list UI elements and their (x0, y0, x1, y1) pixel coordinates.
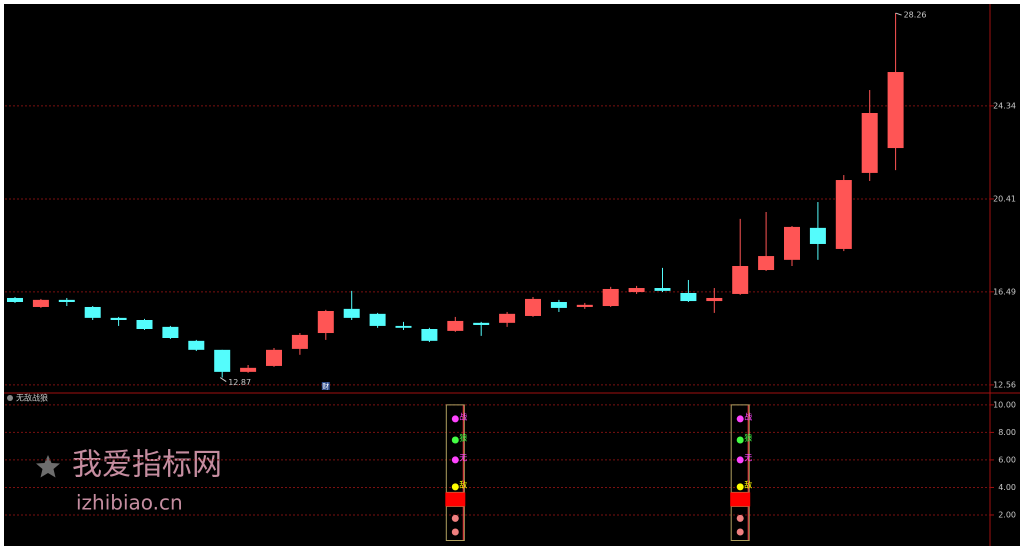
signal-label: 战 (744, 411, 752, 421)
signal-label: 无 (744, 453, 752, 462)
signal-marker (736, 436, 744, 444)
candle-body (628, 288, 645, 293)
candle-body (110, 317, 127, 320)
signal-marker (451, 483, 459, 491)
signal-label: 战 (459, 411, 467, 421)
candle-body (525, 298, 541, 316)
candle-body (369, 313, 386, 326)
y-tick-label: 24.34 (993, 101, 1016, 110)
high-pointer (895, 12, 902, 16)
candle-body (706, 297, 723, 302)
y-tick-label: 16.49 (993, 287, 1016, 296)
candle-body (680, 293, 697, 302)
candle-body (654, 288, 671, 291)
signal-marker (451, 436, 459, 444)
signal-bar (445, 492, 466, 507)
marker-label: 财 (322, 382, 329, 391)
candle-body (395, 325, 412, 328)
y-tick-label: 4.00 (998, 483, 1016, 492)
watermark-star (36, 455, 60, 478)
y-tick-label: 20.41 (993, 194, 1016, 203)
indicator-title: 无敌战狼 (16, 393, 48, 403)
y-tick-label: 12.56 (993, 380, 1016, 389)
low-label: 12.87 (228, 378, 251, 387)
candle-body (550, 302, 567, 308)
candle-body (317, 311, 334, 334)
candle-body (861, 113, 878, 173)
signal-marker (736, 415, 744, 423)
candle-body (188, 340, 205, 350)
candle-body (784, 226, 800, 260)
indicator-icon (7, 395, 13, 401)
candle-body (162, 326, 179, 338)
candle-body (447, 320, 464, 331)
y-tick-label: 6.00 (998, 455, 1016, 464)
watermark-url: izhibiao.cn (76, 491, 183, 515)
candle-body (732, 266, 749, 294)
high-label: 28.26 (904, 11, 927, 20)
candle-body (136, 320, 153, 329)
marker-badge (321, 382, 330, 390)
candle-body (7, 297, 23, 302)
watermark-title: 我爱指标网 (72, 448, 222, 483)
candle-body (758, 256, 775, 271)
candle-body (266, 349, 282, 366)
low-pointer (219, 377, 227, 382)
signal-marker (451, 456, 459, 464)
candle-body (473, 322, 490, 325)
signal-label: 狼 (744, 432, 752, 442)
signal-ball (736, 528, 744, 536)
y-tick-label: 8.00 (998, 428, 1016, 437)
candle-body (421, 329, 438, 341)
candle-body (602, 288, 619, 307)
candle-body (887, 72, 904, 149)
candle-body (343, 308, 360, 318)
signal-label: 敌 (744, 479, 752, 489)
candle-body (835, 180, 852, 249)
signal-label: 无 (459, 453, 467, 462)
candle-body (240, 367, 257, 372)
signal-ball (451, 514, 459, 522)
signal-marker (736, 483, 744, 491)
candle-body (32, 299, 49, 307)
candle-body (291, 334, 308, 349)
y-tick-label: 2.00 (998, 510, 1016, 519)
signal-label: 敌 (459, 479, 467, 489)
y-tick-label: 10.00 (993, 400, 1016, 409)
signal-ball (451, 528, 459, 536)
signal-ball (736, 514, 744, 522)
signal-marker (451, 415, 459, 423)
candle-body (576, 304, 593, 307)
candle-body (58, 299, 75, 302)
candle-body (84, 306, 101, 318)
candle-body (499, 313, 516, 323)
candle-body (214, 349, 231, 372)
background (4, 4, 1020, 546)
signal-bar (730, 492, 751, 507)
signal-marker (736, 456, 744, 464)
signal-label: 狼 (459, 432, 467, 442)
candle-body (809, 227, 826, 244)
